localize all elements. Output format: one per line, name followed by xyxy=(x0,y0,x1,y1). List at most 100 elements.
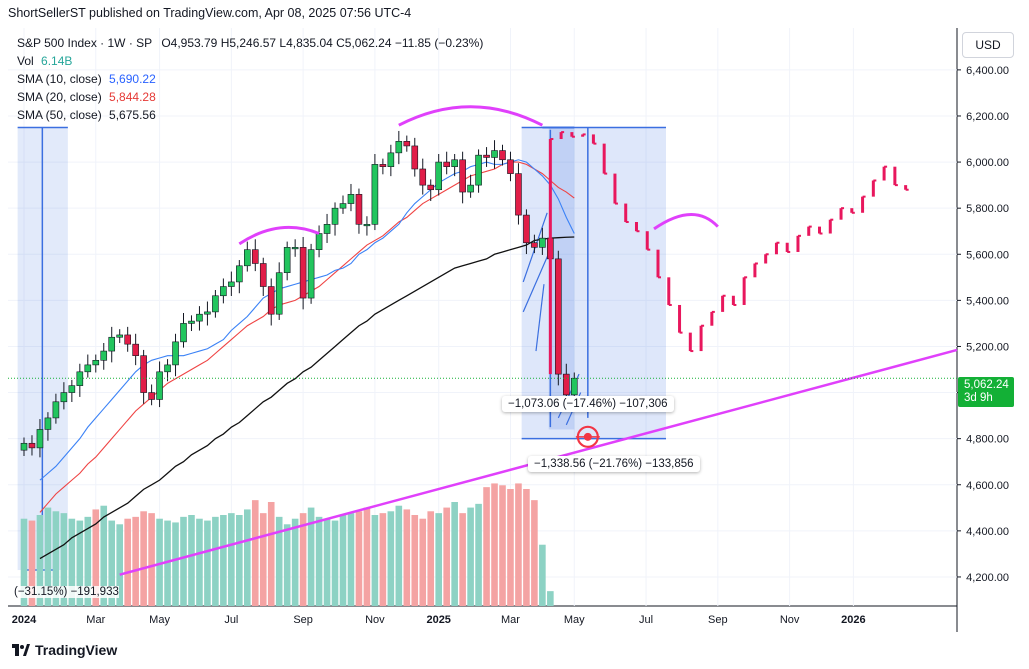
volume-bar xyxy=(100,505,108,606)
candle-body xyxy=(140,355,147,393)
last-price-tag: 5,062.24 3d 9h xyxy=(958,377,1014,407)
sma50-row[interactable]: SMA (50, close) 5,675.56 xyxy=(17,106,483,124)
candle-body xyxy=(562,373,570,396)
candle-body xyxy=(204,311,211,315)
sma10-value: 5,690.22 xyxy=(109,72,156,86)
projection-path xyxy=(548,131,909,375)
channel-line xyxy=(535,284,545,352)
x-tick-label: May xyxy=(149,614,170,626)
volume-bars xyxy=(20,483,554,606)
arc-head xyxy=(398,105,544,127)
y-tick-label: 4,400.00 xyxy=(966,526,1009,538)
ohlc-row: S&P 500 Index · 1W · SP O4,953.79 H5,246… xyxy=(17,34,483,52)
y-tick-label: 6,000.00 xyxy=(966,157,1009,169)
candle-body xyxy=(68,385,76,393)
candle-body xyxy=(196,313,203,322)
candle-body xyxy=(60,392,68,403)
volume-bar xyxy=(116,524,123,606)
volume-bar xyxy=(172,522,179,606)
arc-right-shoulder xyxy=(653,213,719,231)
candle-body xyxy=(180,323,187,343)
volume-bar xyxy=(483,487,490,606)
y-tick-label: 5,800.00 xyxy=(966,203,1009,215)
sma20-row[interactable]: SMA (20, close) 5,844.28 xyxy=(17,88,483,106)
candle-body xyxy=(347,194,355,204)
volume-bar xyxy=(236,515,243,606)
candle-body xyxy=(387,152,395,167)
measure-label-inner: −1,073.06 (−17.46%) −107,306 xyxy=(502,396,674,412)
volume-bar xyxy=(363,507,371,606)
time-axis[interactable]: 2024 Mar May Jul Sep Nov 2025 Mar May Jul Sep Nov 20… xyxy=(12,614,866,626)
vol-label: Vol xyxy=(17,54,34,68)
volume-bar xyxy=(291,518,299,606)
candle-body xyxy=(236,265,243,283)
vol-value: 6.14B xyxy=(41,54,73,68)
volume-bar xyxy=(491,483,498,606)
bar-countdown: 3d 9h xyxy=(964,392,993,404)
volume-bar xyxy=(395,505,403,606)
volume-bar xyxy=(259,513,267,606)
candle-body xyxy=(188,320,195,324)
volume-bar xyxy=(124,518,131,606)
volume-bar xyxy=(220,515,227,606)
candle-body xyxy=(108,336,116,352)
volume-bar xyxy=(36,515,44,606)
sma10-label: SMA (10, close) xyxy=(17,72,102,86)
candle-body xyxy=(283,247,291,274)
sma10-row[interactable]: SMA (10, close) 5,690.22 xyxy=(17,70,483,88)
candle-body xyxy=(307,249,315,299)
volume-bar xyxy=(379,513,387,606)
candle-body xyxy=(267,286,275,315)
channel-line xyxy=(522,249,551,313)
candle-body xyxy=(515,173,522,216)
volume-bar xyxy=(180,516,187,606)
candle-body xyxy=(459,159,466,193)
candle-body xyxy=(132,343,139,356)
volume-bar xyxy=(467,507,474,606)
volume-bar xyxy=(132,516,139,606)
sma20-line xyxy=(39,161,575,513)
sma10-line xyxy=(39,159,575,481)
volume-bar xyxy=(339,515,347,606)
volume-bar xyxy=(315,516,323,606)
candle-body xyxy=(411,145,419,170)
candle-body xyxy=(291,247,299,250)
candle-body xyxy=(156,371,163,400)
volume-bar xyxy=(164,520,171,606)
volume-bar xyxy=(531,500,538,606)
currency-button[interactable]: USD xyxy=(962,32,1014,58)
volume-bar xyxy=(539,544,546,606)
candle-body xyxy=(148,392,155,400)
candle-body xyxy=(251,249,259,264)
volume-bar xyxy=(84,516,92,606)
y-tick-label: 5,200.00 xyxy=(966,341,1009,353)
candle-body xyxy=(92,359,100,366)
candle-body xyxy=(467,184,474,193)
x-tick-label: Mar xyxy=(501,614,520,626)
candle-body xyxy=(539,237,546,248)
volume-bar xyxy=(347,513,355,606)
x-tick-label: Mar xyxy=(86,614,105,626)
price-axis[interactable]: 4,200.004,400.004,600.004,800.005,000.00… xyxy=(957,65,1009,584)
volume-bar xyxy=(355,511,363,606)
tradingview-logo[interactable]: TradingView xyxy=(12,642,117,658)
sma50-line xyxy=(39,236,575,560)
symbol-title[interactable]: S&P 500 Index · 1W · SP xyxy=(17,36,152,50)
volume-bar xyxy=(371,515,379,606)
volume-bar xyxy=(28,520,36,606)
candle-body xyxy=(371,164,379,225)
candle-body xyxy=(44,417,52,430)
x-tick-label: Sep xyxy=(708,614,728,626)
sma20-value: 5,844.28 xyxy=(109,90,156,104)
volume-bar xyxy=(140,511,147,606)
x-tick-label: Nov xyxy=(365,614,385,626)
volume-bar xyxy=(331,520,339,606)
candle-body xyxy=(483,154,490,158)
x-tick-label: Nov xyxy=(780,614,800,626)
last-price: 5,062.24 xyxy=(964,379,1009,391)
candle-body xyxy=(507,159,514,174)
candle-body xyxy=(355,194,363,225)
volume-bar xyxy=(156,518,163,606)
candle-body xyxy=(124,334,131,345)
